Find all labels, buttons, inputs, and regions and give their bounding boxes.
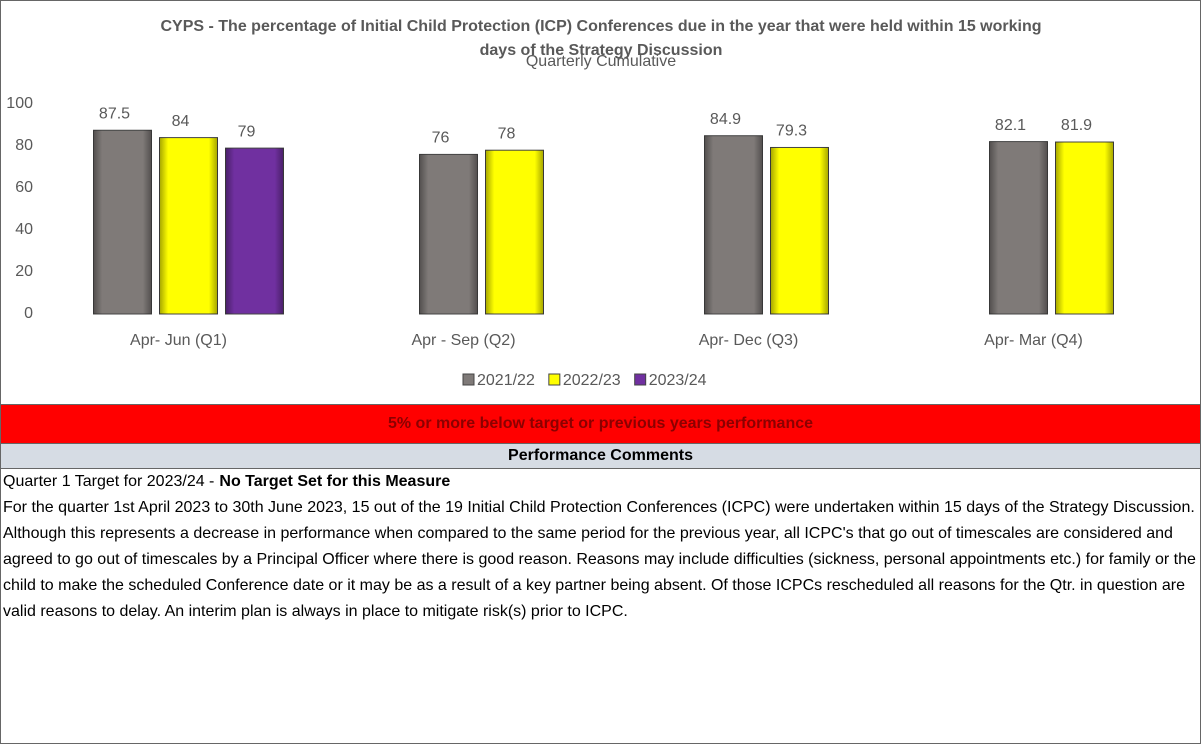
chart-subtitle: Quarterly Cumulative <box>526 53 676 70</box>
target-line: Quarter 1 Target for 2023/24 - No Target … <box>3 469 1199 495</box>
comments-header: Performance Comments <box>1 443 1200 469</box>
bar-shade <box>485 150 544 314</box>
legend-label: 2022/23 <box>563 372 621 389</box>
data-label: 81.9 <box>1061 117 1092 134</box>
data-label: 79 <box>238 123 256 140</box>
data-label: 78 <box>498 125 516 142</box>
chart: Quarterly Cumulative 0 20 40 60 80 100 Apr- Ju… <box>6 53 1114 389</box>
y-tick-label: 20 <box>15 263 33 280</box>
data-label: 84 <box>172 113 190 130</box>
bar-shade <box>93 130 152 314</box>
target-label: Quarter 1 Target for 2023/24 - <box>3 473 215 490</box>
legend-swatch <box>462 373 475 386</box>
bar-shade <box>770 147 829 314</box>
legend-swatch <box>548 373 561 386</box>
legend-label: 2021/22 <box>477 372 535 389</box>
x-tick-label: Apr- Jun (Q1) <box>130 332 227 349</box>
data-label: 82.1 <box>995 117 1026 134</box>
x-tick-label: Apr - Sep (Q2) <box>411 332 515 349</box>
data-label: 84.9 <box>710 111 741 128</box>
status-banner: 5% or more below target or previous year… <box>1 404 1200 443</box>
chart-title: CYPS - The percentage of Initial Child P… <box>160 18 1042 59</box>
bar-shade <box>989 141 1048 314</box>
x-tick-label: Apr- Dec (Q3) <box>699 332 799 349</box>
bar-shade <box>159 137 218 314</box>
y-tick-label: 60 <box>15 179 33 196</box>
bar-shade <box>1055 142 1114 314</box>
y-tick-label: 80 <box>15 137 33 154</box>
legend-label: 2023/24 <box>649 372 707 389</box>
y-tick-label: 40 <box>15 221 33 238</box>
y-tick-label: 0 <box>24 305 33 322</box>
bar-shade <box>419 154 478 314</box>
data-label: 79.3 <box>776 123 807 140</box>
target-value: No Target Set for this Measure <box>219 473 451 490</box>
comments: Quarter 1 Target for 2023/24 - No Target … <box>3 469 1199 625</box>
bar-shade <box>704 135 763 314</box>
bar-shade <box>225 148 284 314</box>
data-label: 76 <box>432 130 450 147</box>
comment-text: For the quarter 1st April 2023 to 30th J… <box>3 499 1196 620</box>
data-label: 87.5 <box>99 105 130 122</box>
x-tick-label: Apr- Mar (Q4) <box>984 332 1083 349</box>
y-tick-label: 100 <box>6 95 33 112</box>
legend-swatch <box>634 373 647 386</box>
